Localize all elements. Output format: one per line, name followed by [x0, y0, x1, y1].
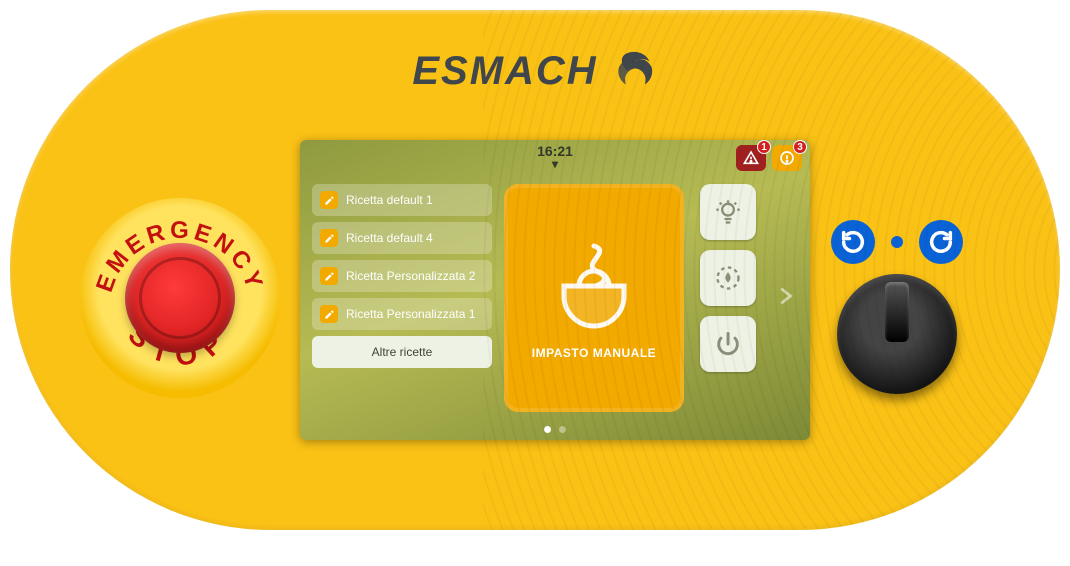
status-bar: 16:21 ▾ 1 3: [300, 140, 810, 174]
bowl-mixer-icon: [549, 236, 639, 336]
info-circle-icon: [779, 150, 795, 166]
recipe-label: Ricetta Personalizzata 1: [346, 307, 475, 321]
rotary-knob[interactable]: [837, 274, 957, 394]
more-recipes-button[interactable]: Altre ricette: [312, 336, 492, 368]
humidity-button[interactable]: [700, 250, 756, 306]
emergency-stop-button[interactable]: [125, 243, 235, 353]
brand: ESMACH: [412, 48, 657, 94]
brand-name: ESMACH: [412, 49, 597, 94]
pager-dot: [544, 426, 551, 433]
recipe-item[interactable]: Ricetta Personalizzata 2: [312, 260, 492, 292]
rotate-ccw-icon: [831, 220, 875, 264]
chevron-right-icon: [774, 281, 796, 311]
control-panel: ESMACH EMERGENCY STOP: [10, 10, 1060, 530]
wifi-icon: ▾: [552, 158, 558, 170]
recipe-label: Ricetta default 4: [346, 231, 433, 245]
power-button[interactable]: [700, 316, 756, 372]
recipe-list: Ricetta default 1 Ricetta default 4 Rice…: [312, 184, 492, 412]
clock: 16:21: [537, 144, 573, 158]
manual-dough-tile[interactable]: IMPASTO MANUALE: [504, 184, 684, 412]
brand-logo-icon: [612, 48, 658, 94]
pager-dot: [559, 426, 566, 433]
alert-warning-badge[interactable]: 1: [736, 145, 766, 171]
more-recipes-label: Altre ricette: [372, 345, 433, 359]
page-indicator: [300, 418, 810, 440]
recipe-label: Ricetta Personalizzata 2: [346, 269, 475, 283]
rotate-cw-icon: [919, 220, 963, 264]
recipe-edit-icon: [320, 229, 338, 247]
rotary-center-dot: [891, 236, 903, 248]
manual-dough-label: IMPASTO MANUALE: [532, 346, 656, 360]
recipe-item[interactable]: Ricetta default 1: [312, 184, 492, 216]
alert-info-badge[interactable]: 3: [772, 145, 802, 171]
power-icon: [714, 330, 742, 358]
recipe-label: Ricetta default 1: [346, 193, 433, 207]
light-icon: [714, 198, 742, 226]
alert-info-count: 3: [793, 140, 807, 154]
side-button-column: [700, 184, 756, 412]
next-page-arrow[interactable]: [774, 281, 796, 316]
recipe-item[interactable]: Ricetta default 4: [312, 222, 492, 254]
light-button[interactable]: [700, 184, 756, 240]
recipe-edit-icon: [320, 267, 338, 285]
alert-warning-count: 1: [757, 140, 771, 154]
humidity-icon: [714, 264, 742, 292]
recipe-item[interactable]: Ricetta Personalizzata 1: [312, 298, 492, 330]
emergency-stop[interactable]: EMERGENCY STOP: [80, 198, 280, 398]
recipe-edit-icon: [320, 305, 338, 323]
touchscreen: 16:21 ▾ 1 3: [300, 140, 810, 440]
rotary-selector: [812, 220, 982, 394]
recipe-edit-icon: [320, 191, 338, 209]
warning-triangle-icon: [743, 150, 759, 166]
